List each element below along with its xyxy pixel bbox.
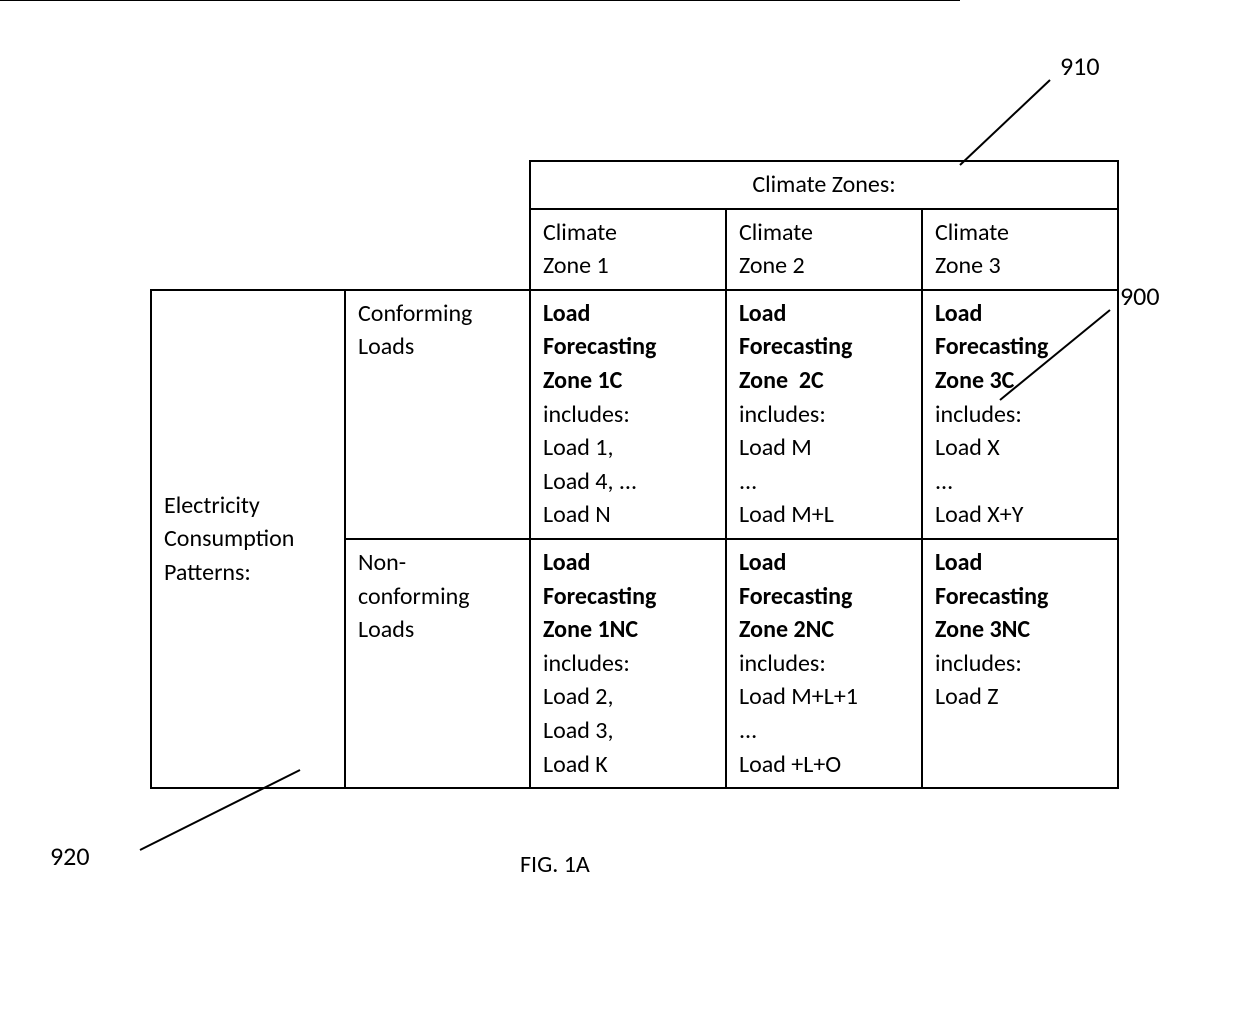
cell-3c-item-1: ... xyxy=(935,467,953,496)
cell-2c-item-2: Load M+L xyxy=(739,500,834,529)
cell-2nc-title-2: Forecasting xyxy=(739,582,852,611)
cell-3nc-item-0: Load Z xyxy=(935,682,999,711)
zone-header-3: Climate Zone 3 xyxy=(922,209,1118,290)
conforming-loads-label: Conforming Loads xyxy=(345,290,530,539)
lead-line-910-path xyxy=(960,80,1050,165)
zone-header-2-line1: Climate xyxy=(739,218,813,247)
nc-label-3: Loads xyxy=(358,615,414,644)
cell-1c-title-3: Zone 1C xyxy=(543,366,622,395)
cell-3c-title-2: Forecasting xyxy=(935,332,1048,361)
cell-2nc-includes: includes: xyxy=(739,649,826,678)
cell-1nc-item-1: Load 3, xyxy=(543,716,613,745)
cell-1nc-title-1: Load xyxy=(543,548,590,577)
cell-2nc-item-2: Load +L+O xyxy=(739,750,841,779)
cell-2c-includes: includes: xyxy=(739,400,826,429)
cell-3nc-title-2: Forecasting xyxy=(935,582,1048,611)
cell-1c-item-2: Load N xyxy=(543,500,611,529)
blank-cell xyxy=(345,209,530,290)
cell-1nc-includes: includes: xyxy=(543,649,630,678)
blank-cell xyxy=(151,209,345,290)
zone-header-2-line2: Zone 2 xyxy=(739,251,805,280)
zone-header-3-line2: Zone 3 xyxy=(935,251,1001,280)
cell-3nc-includes: includes: xyxy=(935,649,1022,678)
callout-900: 900 xyxy=(1120,280,1160,312)
cell-3c-includes: includes: xyxy=(935,400,1022,429)
climate-zones-header: Climate Zones: xyxy=(530,161,1118,209)
cell-1nc-item-2: Load K xyxy=(543,750,608,779)
cell-1nc-title-3: Zone 1NC xyxy=(543,615,638,644)
cell-2c-title-3: Zone 2C xyxy=(739,366,824,395)
figure-label: FIG. 1A xyxy=(520,850,590,879)
cell-2c-item-0: Load M xyxy=(739,433,812,462)
load-forecasting-table-container: Climate Zones: Climate Zone 1 Climate Zo… xyxy=(150,160,1119,789)
cell-2c-title-1: Load xyxy=(739,299,786,328)
cell-2nc-item-0: Load M+L+1 xyxy=(739,682,858,711)
cell-1c-item-1: Load 4, ... xyxy=(543,467,637,496)
cell-1c-title-1: Load xyxy=(543,299,590,328)
blank-cell xyxy=(151,161,345,209)
cell-1c: Load Forecasting Zone 1C includes: Load … xyxy=(530,290,726,539)
nc-label-2: conforming xyxy=(358,582,470,611)
cell-2c: Load Forecasting Zone 2C includes: Load … xyxy=(726,290,922,539)
cell-2nc-title-1: Load xyxy=(739,548,786,577)
cell-2c-title-2: Forecasting xyxy=(739,332,852,361)
blank-cell xyxy=(345,161,530,209)
nc-label-1: Non- xyxy=(358,548,406,577)
cell-1c-item-0: Load 1, xyxy=(543,433,613,462)
row-category-label: Electricity Consumption Patterns: xyxy=(151,290,345,788)
cell-3c-title-1: Load xyxy=(935,299,982,328)
cell-3c: Load Forecasting Zone 3C includes: Load … xyxy=(922,290,1118,539)
cell-3c-item-0: Load X xyxy=(935,433,1000,462)
table-header-row-1: Climate Zones: xyxy=(151,161,1118,209)
cell-3c-title-3: Zone 3C xyxy=(935,366,1014,395)
nonconforming-loads-label: Non- conforming Loads xyxy=(345,539,530,788)
cell-3nc-title-3: Zone 3NC xyxy=(935,615,1030,644)
zone-header-1-line1: Climate xyxy=(543,218,617,247)
cell-3c-item-2: Load X+Y xyxy=(935,500,1023,529)
cell-2c-item-1: ... xyxy=(739,467,757,496)
cell-2nc: Load Forecasting Zone 2NC includes: Load… xyxy=(726,539,922,788)
zone-header-1-line2: Zone 1 xyxy=(543,251,609,280)
zone-header-2: Climate Zone 2 xyxy=(726,209,922,290)
cell-3nc: Load Forecasting Zone 3NC includes: Load… xyxy=(922,539,1118,788)
cell-1nc: Load Forecasting Zone 1NC includes: Load… xyxy=(530,539,726,788)
cell-1nc-title-2: Forecasting xyxy=(543,582,656,611)
cell-1c-includes: includes: xyxy=(543,400,630,429)
cell-1c-title-2: Forecasting xyxy=(543,332,656,361)
cell-1nc-item-0: Load 2, xyxy=(543,682,613,711)
cell-2nc-item-1: ... xyxy=(739,716,757,745)
conforming-row: Electricity Consumption Patterns: Confor… xyxy=(151,290,1118,539)
zone-header-3-line1: Climate xyxy=(935,218,1009,247)
cell-2nc-title-3: Zone 2NC xyxy=(739,615,834,644)
zone-header-1: Climate Zone 1 xyxy=(530,209,726,290)
load-forecasting-table: Climate Zones: Climate Zone 1 Climate Zo… xyxy=(150,160,1119,789)
callout-910: 910 xyxy=(1060,50,1100,82)
table-header-row-2: Climate Zone 1 Climate Zone 2 Climate Zo… xyxy=(151,209,1118,290)
cell-3nc-title-1: Load xyxy=(935,548,982,577)
callout-920: 920 xyxy=(50,840,90,872)
